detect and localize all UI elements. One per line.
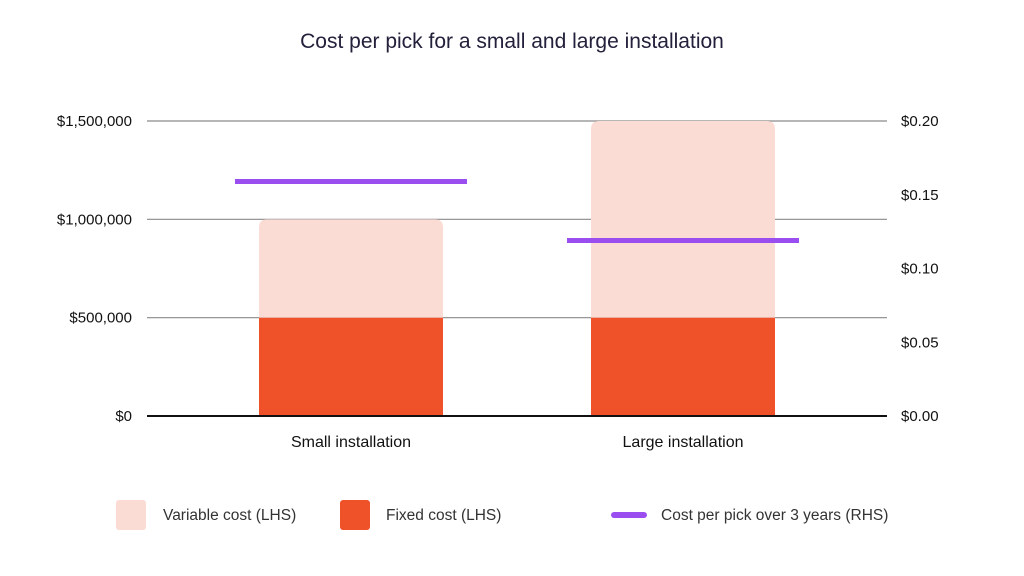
category-label: Small installation xyxy=(291,434,411,451)
legend-swatch xyxy=(116,500,146,530)
bar-variable-cost xyxy=(259,219,443,318)
left-axis-tick-label: $1,500,000 xyxy=(57,113,132,130)
cost-per-pick-markers xyxy=(235,178,799,243)
legend-label: Variable cost (LHS) xyxy=(163,507,296,524)
bars xyxy=(259,121,775,416)
right-axis-tick-label: $0.10 xyxy=(901,261,939,278)
legend-label: Fixed cost (LHS) xyxy=(386,507,501,524)
chart-title: Cost per pick for a small and large inst… xyxy=(300,30,724,53)
bar-fixed-cost xyxy=(591,317,775,416)
right-axis-tick-label: $0.05 xyxy=(901,334,939,351)
gridlines xyxy=(147,120,887,319)
axes: $0 $500,000 $1,000,000 $1,500,000 $0.00 $0.05… xyxy=(57,113,939,451)
right-axis-tick-label: $0.20 xyxy=(901,113,939,130)
category-label: Large installation xyxy=(623,434,744,451)
bar-fixed-cost xyxy=(259,317,443,416)
right-axis-tick-label: $0.00 xyxy=(901,408,939,425)
legend-label: Cost per pick over 3 years (RHS) xyxy=(661,507,888,524)
legend: Variable cost (LHS) Fixed cost (LHS) Cost … xyxy=(116,500,888,530)
right-axis-tick-label: $0.15 xyxy=(901,187,939,204)
left-axis-tick-label: $0 xyxy=(115,408,132,425)
legend-swatch xyxy=(340,500,370,530)
left-axis-tick-label: $500,000 xyxy=(69,310,132,327)
bar-variable-cost xyxy=(591,121,775,318)
left-axis-tick-label: $1,000,000 xyxy=(57,211,132,228)
